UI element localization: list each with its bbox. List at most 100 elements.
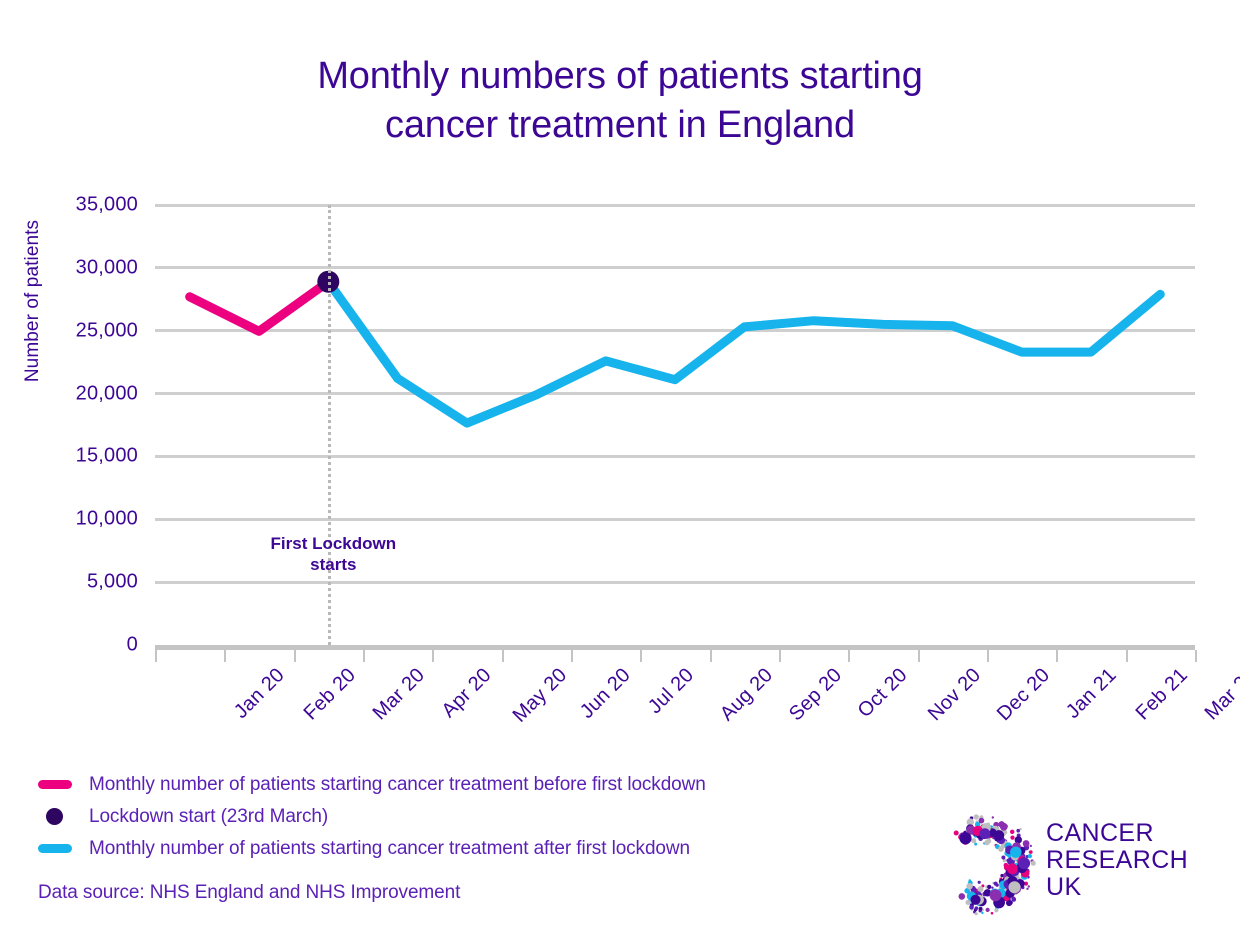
logo-dot — [971, 838, 977, 844]
logo-dot — [1024, 881, 1028, 886]
line-before-lockdown — [185, 277, 333, 336]
logo-dot — [958, 893, 966, 900]
logo-dot — [984, 839, 990, 846]
x-axis-tick — [293, 650, 296, 662]
title-line-1: Monthly numbers of patients starting — [317, 55, 923, 97]
x-axis-tick — [917, 650, 920, 662]
logo-dot — [977, 886, 984, 893]
x-axis-tick-labels: Jan 20 Feb 20 Mar 20 Apr 20 May 20 Jun 20 Jul … — [155, 664, 1240, 764]
x-axis-tick-label: Jan 20 — [229, 664, 289, 723]
logo-dot — [966, 883, 973, 890]
legend-item-lockdown-start: Lockdown start (23rd March) — [38, 802, 706, 831]
x-axis-tick — [224, 650, 227, 662]
logo-line-2: RESEARCH — [1046, 846, 1189, 874]
title-line-2: cancer treatment in England — [385, 104, 855, 146]
logo-dot — [978, 817, 985, 824]
x-axis-tick — [987, 650, 989, 662]
legend-swatch-purple-dot-icon — [46, 808, 63, 825]
logo-dot — [969, 904, 974, 910]
x-axis-tick-label: Dec 20 — [993, 664, 1055, 726]
line-after-lockdown — [323, 277, 1165, 428]
logo-dot — [953, 830, 959, 836]
logo-dot — [1014, 836, 1022, 844]
y-axis-tick-label: 35,000 — [75, 193, 138, 216]
logo-dot — [999, 822, 1008, 831]
gridline — [155, 454, 1195, 458]
y-axis-tick-label: 25,000 — [75, 319, 138, 342]
logo-dot — [983, 889, 992, 897]
y-axis-tick-label: 10,000 — [75, 507, 138, 530]
logo-dot — [974, 912, 978, 916]
logo-dot — [1019, 828, 1022, 831]
logo-dot — [985, 907, 990, 912]
y-axis-tick-label: 5,000 — [86, 570, 138, 593]
logo-dot — [1011, 897, 1017, 902]
logo-dot — [1016, 828, 1020, 833]
logo-dot — [993, 881, 998, 886]
data-source-note: Data source: NHS England and NHS Improve… — [38, 882, 461, 903]
x-axis-tick-label: Nov 20 — [923, 664, 986, 726]
logo-dot — [1001, 855, 1006, 860]
logo-dot — [977, 880, 981, 884]
logo-dot — [974, 842, 978, 846]
logo-line-1: CANCER — [1046, 819, 1154, 847]
logo-dot — [1002, 858, 1007, 863]
logo-dot — [974, 821, 981, 828]
x-axis-tick — [432, 650, 435, 662]
lockdown-annotation: First Lockdown starts — [218, 533, 448, 575]
legend-swatch-pink-line-icon — [38, 780, 72, 789]
gridline — [155, 266, 1195, 270]
x-axis-tick-label: May 20 — [508, 664, 572, 727]
y-axis-title: Number of patients — [22, 219, 43, 383]
plot-area — [155, 203, 1197, 662]
x-axis-tick-label: Oct 20 — [853, 664, 912, 723]
logo-dot — [1008, 881, 1021, 894]
logo-dot — [966, 818, 974, 826]
logo-dot — [959, 832, 972, 845]
x-axis-tick-label: Apr 20 — [437, 664, 496, 723]
logo-dot — [989, 889, 1002, 902]
logo-dot — [987, 884, 992, 889]
logo-dot — [1010, 835, 1015, 840]
y-axis-tick-label: 20,000 — [75, 382, 138, 405]
gridline — [155, 329, 1195, 333]
lockdown-start-marker — [317, 270, 340, 293]
y-axis-tick-label: 0 — [126, 633, 138, 656]
logo-dot — [1026, 887, 1029, 890]
x-axis-tick — [571, 650, 573, 662]
logo-dot — [1006, 863, 1018, 875]
logo-dot — [970, 894, 981, 905]
x-axis-tick — [1195, 650, 1197, 662]
x-axis-tick-label: Sep 20 — [785, 664, 847, 726]
x-axis-tick-label: Mar 20 — [368, 664, 430, 725]
logo-dot — [994, 908, 999, 913]
x-axis-tick-label: Mar 21 — [1200, 664, 1240, 725]
x-axis-tick — [155, 650, 157, 662]
logo-dot — [1027, 854, 1032, 859]
logo-dot — [998, 846, 1004, 852]
lockdown-vertical-line — [328, 205, 332, 645]
x-axis-tick — [1056, 650, 1059, 662]
logo-dot — [1010, 829, 1015, 834]
y-axis-tick-label: 30,000 — [75, 256, 138, 279]
logo-dot — [991, 886, 994, 889]
legend-label-before-lockdown: Monthly number of patients starting canc… — [89, 773, 706, 795]
gridline — [155, 392, 1195, 396]
x-axis-tick — [1125, 650, 1128, 662]
cruk-dotted-c-icon — [953, 814, 1036, 916]
logo-dot — [993, 830, 1005, 841]
x-axis-tick-label: Feb 20 — [299, 664, 361, 725]
logo-dot — [974, 906, 979, 911]
x-axis-tick — [363, 650, 365, 662]
logo-dot — [965, 900, 971, 905]
logo-dot — [991, 816, 994, 819]
series-lines — [185, 270, 1165, 428]
x-axis-tick-label: Jun 20 — [576, 664, 636, 723]
x-axis-tick-label: Jan 21 — [1061, 664, 1121, 723]
logo-dot — [1029, 850, 1033, 854]
logo-dot — [981, 911, 984, 915]
y-axis-tick-label: 15,000 — [75, 444, 138, 467]
x-axis-tick — [501, 650, 504, 662]
logo-line-3: UK — [1046, 873, 1082, 901]
